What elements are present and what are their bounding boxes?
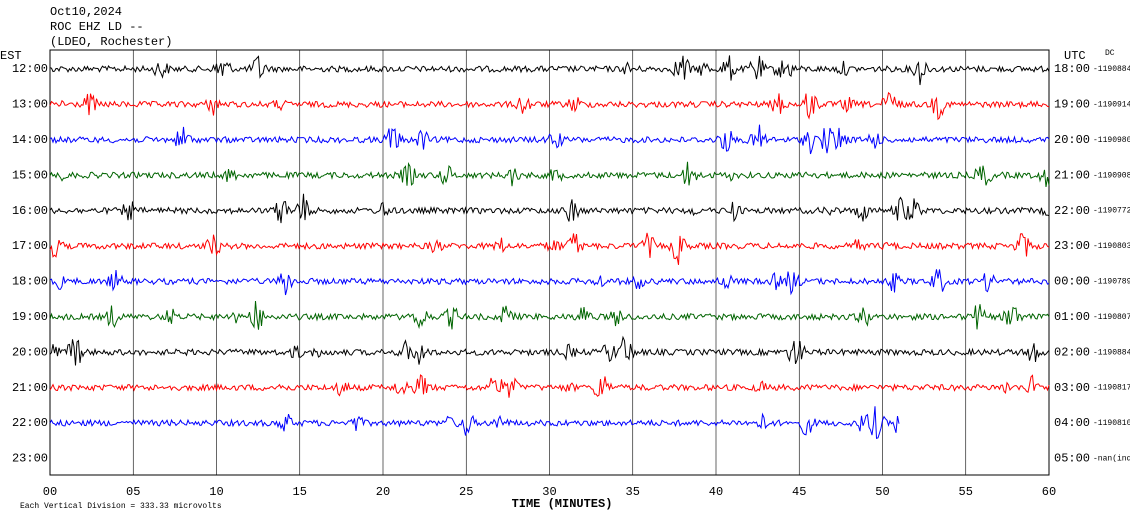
est-hour: 12:00 xyxy=(12,62,48,76)
dc-offset: -1190908 xyxy=(1093,171,1130,180)
dc-offset: -1190789 xyxy=(1093,278,1130,287)
est-hour: 13:00 xyxy=(12,98,48,112)
utc-hour: 01:00 xyxy=(1054,310,1090,324)
utc-hour: 19:00 xyxy=(1054,98,1090,112)
left-zone: EST xyxy=(0,49,22,63)
est-hour: 23:00 xyxy=(12,452,48,466)
utc-hour: 18:00 xyxy=(1054,62,1090,76)
trace xyxy=(49,374,1050,398)
utc-hour: 04:00 xyxy=(1054,416,1090,430)
date: Oct10,2024 xyxy=(50,5,122,19)
utc-hour: 23:00 xyxy=(1054,239,1090,253)
dc-offset: -1190807 xyxy=(1093,313,1130,322)
dc-label: DC xyxy=(1105,49,1115,58)
utc-hour: 00:00 xyxy=(1054,275,1090,289)
footer: Each Vertical Division = 333.33 microvol… xyxy=(20,502,222,511)
est-hour: 18:00 xyxy=(12,275,48,289)
trace xyxy=(49,335,1050,366)
trace xyxy=(49,55,1050,86)
est-hour: 17:00 xyxy=(12,239,48,253)
x-tick-label: 60 xyxy=(1042,485,1056,499)
x-tick-label: 30 xyxy=(542,485,556,499)
x-tick-label: 50 xyxy=(875,485,889,499)
x-tick-label: 25 xyxy=(459,485,473,499)
est-hour: 15:00 xyxy=(12,168,48,182)
trace xyxy=(49,161,1050,187)
trace xyxy=(49,269,1050,296)
est-hour: 14:00 xyxy=(12,133,48,147)
est-hour: 19:00 xyxy=(12,310,48,324)
utc-hour: 02:00 xyxy=(1054,345,1090,359)
dc-offset: -1190884 xyxy=(1093,348,1130,357)
x-tick-label: 05 xyxy=(126,485,140,499)
dc-offset: -1190884 xyxy=(1093,65,1130,74)
utc-hour: 21:00 xyxy=(1054,168,1090,182)
right-zone: UTC xyxy=(1064,49,1086,63)
x-tick-label: 45 xyxy=(792,485,806,499)
x-axis-label: TIME (MINUTES) xyxy=(512,497,613,511)
dc-offset: -1190817 xyxy=(1093,384,1130,393)
est-hour: 16:00 xyxy=(12,204,48,218)
x-tick-label: 55 xyxy=(959,485,973,499)
est-hour: 21:00 xyxy=(12,381,48,395)
dc-offset: -nan(ind xyxy=(1093,455,1130,464)
x-tick-label: 10 xyxy=(209,485,223,499)
station: ROC EHZ LD -- xyxy=(50,20,144,34)
dc-offset: -1190980 xyxy=(1093,136,1130,145)
x-tick-label: 35 xyxy=(626,485,640,499)
network: (LDEO, Rochester) xyxy=(50,35,172,49)
utc-hour: 05:00 xyxy=(1054,452,1090,466)
utc-hour: 03:00 xyxy=(1054,381,1090,395)
utc-hour: 22:00 xyxy=(1054,204,1090,218)
trace xyxy=(49,406,900,439)
dc-offset: -1190772 xyxy=(1093,207,1130,216)
trace xyxy=(49,193,1050,224)
est-hour: 22:00 xyxy=(12,416,48,430)
trace xyxy=(49,124,1050,155)
dc-offset: -1190803 xyxy=(1093,242,1130,251)
trace xyxy=(49,91,1050,121)
x-tick-label: 00 xyxy=(43,485,57,499)
dc-offset: -1190914 xyxy=(1093,101,1130,110)
x-tick-label: 15 xyxy=(293,485,307,499)
x-tick-label: 40 xyxy=(709,485,723,499)
utc-hour: 20:00 xyxy=(1054,133,1090,147)
trace xyxy=(49,300,1050,330)
est-hour: 20:00 xyxy=(12,345,48,359)
trace xyxy=(49,232,1050,265)
dc-offset: -1190810 xyxy=(1093,419,1130,428)
x-tick-label: 20 xyxy=(376,485,390,499)
